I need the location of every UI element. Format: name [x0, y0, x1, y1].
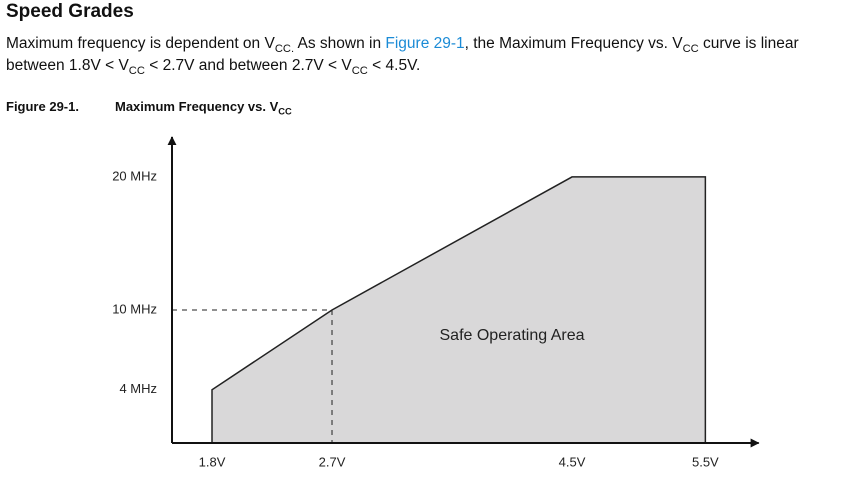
y-tick-label: 10 MHz — [112, 301, 157, 316]
heading: Speed Grades — [6, 1, 134, 22]
text: As shown in — [294, 35, 386, 52]
text: , the Maximum Frequency vs. V — [464, 35, 683, 52]
subscript: CC — [278, 106, 292, 117]
annotation: Safe Operating Area — [440, 327, 585, 344]
text: Maximum frequency is dependent on V — [6, 35, 275, 52]
text: curve is linear between 1.8V < V — [6, 35, 799, 74]
figure-number: Figure 29-1. — [6, 99, 79, 114]
y-tick-label: 4 MHz — [119, 381, 157, 396]
paragraph: Maximum frequency is dependent on VCC. A… — [6, 33, 858, 77]
text: Maximum Frequency vs. V — [115, 99, 279, 114]
y-tick-label: 20 MHz — [112, 168, 157, 183]
figure-title: Maximum Frequency vs. VCC — [115, 99, 292, 117]
text: < 2.7V and between 2.7V < V — [144, 57, 352, 74]
x-tick-label: 5.5V — [692, 454, 719, 469]
subscript: CC — [682, 42, 699, 55]
x-tick-label: 4.5V — [559, 454, 586, 469]
subscript: CC — [128, 64, 145, 77]
subscript: CC — [351, 64, 368, 77]
text: < 4.5V. — [367, 57, 421, 74]
x-tick-label: 2.7V — [319, 454, 346, 469]
subscript: CC. — [274, 42, 295, 55]
link[interactable]: Figure 29-1 — [385, 35, 465, 52]
x-tick-label: 1.8V — [199, 454, 226, 469]
